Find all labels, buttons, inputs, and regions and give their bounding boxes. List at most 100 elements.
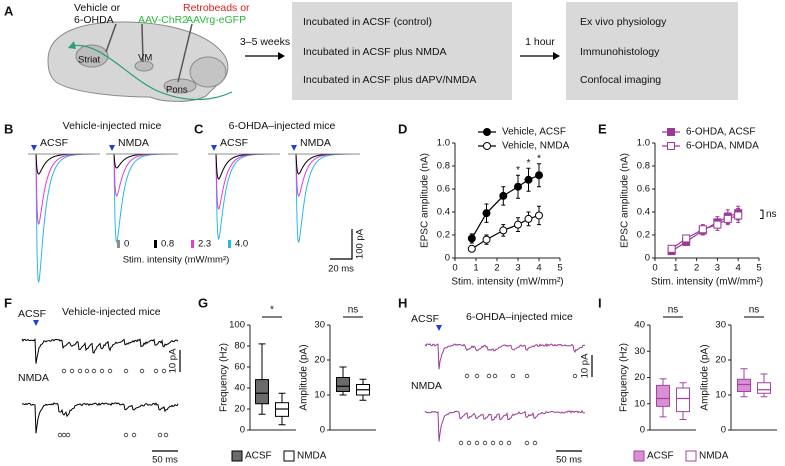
- incubation-label: Incubated in ACSF plus dAPV/NMDA: [303, 74, 476, 86]
- event-marker: [123, 432, 129, 438]
- event-marker: [99, 368, 105, 374]
- event-marker: [572, 373, 578, 379]
- legend-swatch: [633, 450, 645, 462]
- marker: [682, 234, 691, 243]
- y-tick-label: 0.4: [637, 207, 650, 218]
- legend-swatch: [283, 450, 295, 462]
- event-marker: [107, 368, 113, 374]
- event-marker: [490, 440, 496, 446]
- y-tick-label: 30: [314, 320, 325, 331]
- legend-label: 6-OHDA, NMDA: [686, 141, 759, 152]
- event-marker: [65, 432, 71, 438]
- marker: [482, 209, 491, 218]
- legend-label: 2.3: [198, 239, 211, 250]
- comparison-label: ns: [749, 305, 760, 316]
- event-marker: [458, 440, 464, 446]
- panel-label: F: [4, 295, 12, 310]
- legend-label: 6-OHDA, ACSF: [686, 127, 755, 138]
- y-tick-label: 1.0: [637, 138, 650, 149]
- arrow-head: [278, 52, 285, 60]
- panel-label: H: [398, 295, 407, 310]
- spontaneous-trace: [424, 343, 586, 370]
- y-axis-label: Frequency (Hz): [219, 343, 230, 412]
- stim-marker: [211, 145, 217, 151]
- marker: [467, 234, 476, 243]
- event-marker: [524, 373, 530, 379]
- outcome-label: Ex vivo physiology: [580, 16, 667, 28]
- incubation-label: Incubated in ACSF plus NMDA: [303, 46, 447, 58]
- vm: [134, 60, 154, 72]
- legend-label: 0.8: [161, 239, 174, 250]
- event-marker: [77, 368, 83, 374]
- y-axis-label: Amplitude (pA): [299, 344, 310, 410]
- projection: [71, 44, 233, 101]
- marker: [734, 211, 743, 220]
- condition-label: NMDA: [411, 380, 442, 392]
- y-tick-label: 10: [715, 390, 726, 401]
- y-tick-label: 10: [634, 398, 645, 409]
- event-marker: [84, 368, 90, 374]
- bracket: [760, 209, 764, 219]
- condition-label: ACSF: [411, 313, 439, 325]
- stim-marker: [33, 320, 39, 326]
- marker: [499, 226, 508, 235]
- y-tick-label: 10: [314, 390, 325, 401]
- annotation: *: [526, 157, 530, 169]
- condition-label: ACSF: [40, 137, 68, 149]
- event-marker: [163, 432, 169, 438]
- panel-label: C: [194, 121, 204, 136]
- scale-bar: [330, 229, 353, 260]
- marker: [535, 211, 543, 220]
- legend-marker: [483, 128, 491, 136]
- event-marker: [524, 440, 530, 446]
- panel-label: E: [598, 121, 607, 136]
- x-tick-label: 1: [473, 263, 478, 274]
- x-axis-label: Stim. intensity (mW/mm²): [451, 277, 563, 288]
- evoked-trace: [106, 153, 178, 243]
- y-tick-label: 20: [715, 355, 726, 366]
- comparison-label: ns: [348, 305, 359, 316]
- y-tick-label: 20: [634, 372, 645, 383]
- needle: [141, 23, 144, 63]
- spontaneous-trace: [21, 402, 179, 434]
- event-marker: [510, 373, 516, 379]
- legend-label: NMDA: [297, 451, 327, 462]
- scale-label: 50 ms: [556, 455, 582, 466]
- legend-swatch: [685, 450, 697, 462]
- y-tick-label: 0.6: [437, 184, 450, 195]
- marker: [482, 235, 491, 244]
- event-marker: [139, 368, 145, 374]
- region-label: Pons: [166, 85, 188, 96]
- box: [676, 387, 690, 413]
- y-tick-label: 80: [234, 341, 245, 352]
- event-marker: [123, 368, 129, 374]
- legend-swatch: [191, 240, 194, 248]
- y-axis-label: EPSC amplitude (nA): [620, 153, 631, 248]
- legend-swatch: [228, 240, 231, 248]
- stim-marker: [31, 145, 37, 151]
- delay-label: 1 hour: [525, 36, 555, 48]
- condition-label: NMDA: [18, 372, 49, 384]
- evoked-trace: [208, 153, 280, 210]
- arrow-head: [553, 52, 560, 60]
- legend-label: ACSF: [245, 451, 272, 462]
- event-marker: [532, 440, 538, 446]
- spontaneous-trace: [424, 409, 586, 442]
- annotation: *: [516, 164, 520, 176]
- group-title: Vehicle-injected mice: [63, 120, 162, 132]
- y-tick-label: 0: [240, 425, 245, 436]
- region-label: VM: [138, 53, 152, 64]
- comparison-label: ns: [668, 305, 679, 316]
- scale-label: 10 pA: [168, 348, 179, 373]
- marker: [524, 175, 533, 184]
- event-marker: [157, 432, 163, 438]
- box: [737, 378, 751, 392]
- pons: [163, 78, 197, 94]
- x-tick-label: 5: [557, 263, 562, 274]
- y-tick-label: 0.2: [437, 230, 450, 241]
- y-tick-label: 40: [234, 383, 245, 394]
- box: [255, 379, 269, 405]
- evoked-trace: [28, 153, 100, 175]
- legend-label: Vehicle, ACSF: [502, 127, 566, 138]
- scale-label: 10 pA: [580, 353, 591, 378]
